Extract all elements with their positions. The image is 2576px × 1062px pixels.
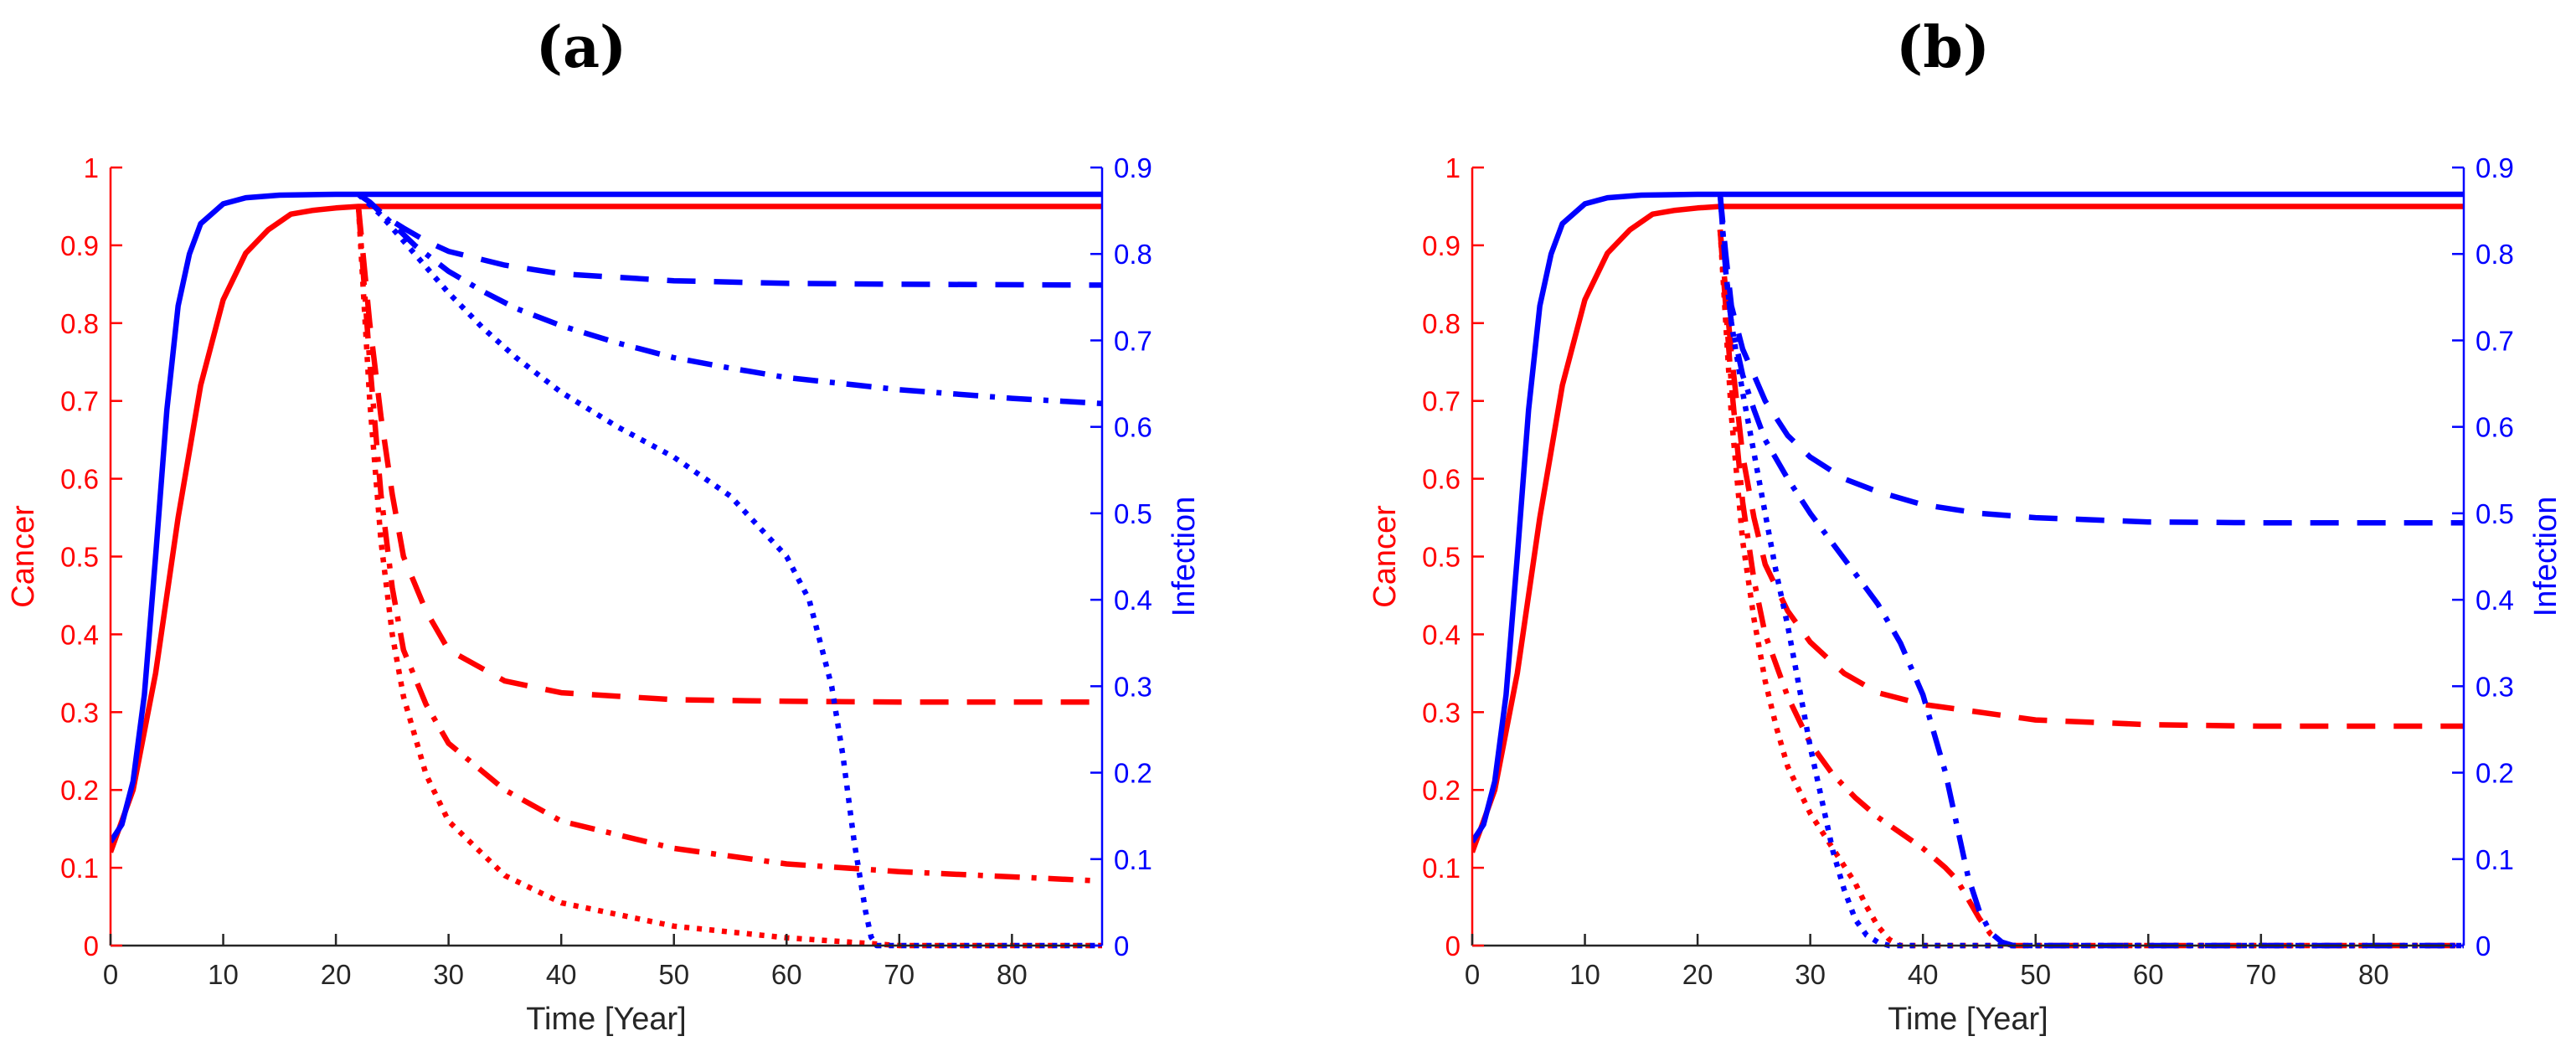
x-tick-label: 20 — [321, 959, 352, 990]
series-group — [111, 191, 1102, 949]
infection-line-dashdot — [1717, 193, 2464, 949]
cancer-line-dashdot — [355, 206, 1102, 884]
x-tick-label: 0 — [1465, 959, 1480, 990]
x-tick-label: 20 — [1682, 959, 1713, 990]
y-tick-label-right: 0.1 — [2476, 844, 2514, 875]
y-tick-label-left: 0.9 — [1422, 230, 1461, 261]
y-tick-label-left: 0.5 — [60, 542, 99, 573]
cancer-line-solid — [1472, 204, 2464, 853]
y-tick-label-left: 1 — [1445, 152, 1461, 183]
x-tick-label: 10 — [1569, 959, 1600, 990]
y-tick-label-right: 0.4 — [2476, 585, 2514, 616]
y-tick-label-left: 0 — [1445, 931, 1461, 961]
cancer-line-dashed — [355, 206, 1102, 705]
x-tick-label: 40 — [1908, 959, 1939, 990]
y-tick-label-left: 0.4 — [60, 619, 99, 650]
panel-label: (a) — [536, 14, 626, 81]
y-tick-label-right: 0.2 — [2476, 758, 2514, 789]
infection-line-dashed — [1717, 193, 2464, 526]
y-tick-label-left: 0.1 — [1422, 853, 1461, 884]
y-tick-label-right: 0.1 — [1114, 844, 1152, 875]
y-tick-label-left: 0.8 — [1422, 308, 1461, 339]
infection-line-solid — [1472, 191, 2464, 843]
y-tick-label-right: 0.7 — [1114, 325, 1152, 356]
infection-line-dotted — [1717, 193, 2464, 949]
y-tick-label-left: 0.2 — [60, 775, 99, 806]
y-axis-label-right: Infection — [1167, 497, 1202, 617]
y-tick-label-right: 0.9 — [2476, 152, 2514, 183]
y-tick-label-right: 0.4 — [1114, 585, 1152, 616]
infection-line-solid — [111, 191, 1102, 843]
chart-panel-a: (a)0 10 20 30 40 50 60 70 8000.10.20.30.40.50.60… — [6, 14, 1202, 1037]
y-tick-label-left: 0.7 — [60, 386, 99, 417]
chart-panel-b: (b)0 10 20 30 40 50 60 70 8000.10.20.30.40.50.60… — [1368, 14, 2563, 1037]
y-axis-label-left: Cancer — [1368, 505, 1403, 608]
x-tick-label: 60 — [771, 959, 802, 990]
y-tick-label-left: 0.7 — [1422, 386, 1461, 417]
cancer-line-dashed — [1717, 229, 2464, 729]
y-tick-label-left: 0.6 — [1422, 464, 1461, 495]
y-axis-label-left: Cancer — [6, 505, 41, 608]
x-tick-label: 0 — [103, 959, 118, 990]
x-tick-label: 50 — [658, 959, 689, 990]
y-tick-label-right: 0.5 — [1114, 498, 1152, 529]
x-tick-label: 40 — [546, 959, 577, 990]
y-tick-label-right: 0.5 — [2476, 498, 2514, 529]
y-tick-label-left: 0 — [84, 931, 99, 961]
y-tick-label-right: 0.2 — [1114, 758, 1152, 789]
y-tick-label-right: 0 — [2476, 931, 2491, 961]
y-tick-label-left: 0.1 — [60, 853, 99, 884]
y-tick-label-left: 0.4 — [1422, 619, 1461, 650]
y-tick-label-left: 0.9 — [60, 230, 99, 261]
x-tick-label: 80 — [997, 959, 1028, 990]
y-tick-label-right: 0.8 — [2476, 239, 2514, 270]
panel-label: (b) — [1896, 14, 1990, 81]
y-tick-label-left: 0.3 — [1422, 697, 1461, 728]
y-tick-label-left: 0.6 — [60, 464, 99, 495]
y-axis-label-right: Infection — [2528, 497, 2563, 617]
y-tick-label-left: 0.3 — [60, 697, 99, 728]
x-tick-label: 60 — [2133, 959, 2164, 990]
series-group — [1472, 191, 2464, 949]
x-tick-label: 70 — [884, 959, 914, 990]
y-tick-label-left: 0.8 — [60, 308, 99, 339]
x-tick-label: 30 — [1795, 959, 1826, 990]
y-tick-label-right: 0.9 — [1114, 152, 1152, 183]
y-tick-label-right: 0 — [1114, 931, 1129, 961]
y-tick-label-left: 0.5 — [1422, 542, 1461, 573]
infection-line-dashed — [357, 192, 1102, 288]
x-tick-label: 10 — [208, 959, 239, 990]
y-tick-label-right: 0.7 — [2476, 325, 2514, 356]
infection-line-dashdot — [357, 192, 1102, 407]
y-tick-label-right: 0.6 — [2476, 412, 2514, 443]
x-tick-label: 70 — [2245, 959, 2276, 990]
cancer-line-solid — [111, 204, 1102, 853]
y-tick-label-right: 0.3 — [1114, 671, 1152, 702]
x-tick-label: 50 — [2020, 959, 2051, 990]
y-tick-label-right: 0.3 — [2476, 671, 2514, 702]
y-tick-label-left: 0.2 — [1422, 775, 1461, 806]
y-tick-label-left: 1 — [84, 152, 99, 183]
cancer-line-dashdot — [1717, 229, 2464, 949]
x-tick-label: 80 — [2358, 959, 2389, 990]
x-axis-label: Time [Year] — [526, 1002, 686, 1037]
infection-line-dotted — [356, 192, 1102, 949]
x-axis-label: Time [Year] — [1888, 1002, 2048, 1037]
cancer-line-dotted — [355, 206, 1102, 949]
y-tick-label-right: 0.8 — [1114, 239, 1152, 270]
y-tick-label-right: 0.6 — [1114, 412, 1152, 443]
x-tick-label: 30 — [433, 959, 464, 990]
